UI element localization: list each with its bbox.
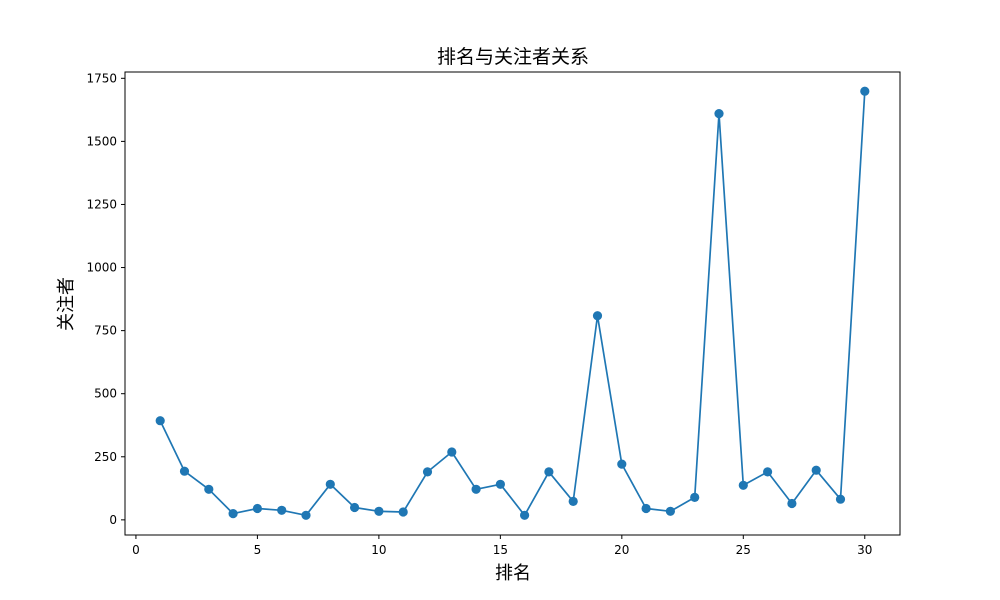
x-axis: 0 5 10 15 20 25 30 <box>132 535 872 557</box>
data-point <box>617 459 627 469</box>
data-point <box>665 506 676 516</box>
y-tick-label: 500 <box>94 387 117 401</box>
data-point <box>277 505 287 515</box>
data-point <box>374 506 384 516</box>
x-tick-label: 10 <box>371 543 386 557</box>
data-point <box>422 467 433 477</box>
y-tick-label: 250 <box>94 450 117 464</box>
data-point <box>471 484 481 494</box>
data-point <box>179 466 190 476</box>
y-tick-label: 1250 <box>86 197 117 211</box>
data-point <box>690 492 700 502</box>
data-point <box>447 447 457 457</box>
data-point <box>204 484 214 494</box>
data-point <box>252 503 262 514</box>
data-point <box>811 465 821 475</box>
data-point <box>520 510 530 520</box>
data-point <box>592 311 603 321</box>
y-tick-label: 1750 <box>86 71 117 85</box>
data-point <box>738 480 748 490</box>
series-line <box>159 91 866 517</box>
data-point <box>787 498 797 509</box>
x-tick-label: 15 <box>493 543 508 557</box>
x-tick-label: 25 <box>736 543 751 557</box>
x-tick-label: 20 <box>614 543 629 557</box>
data-point <box>714 109 724 119</box>
data-point <box>398 507 408 517</box>
chart-title: 排名与关注者关系 <box>437 46 589 68</box>
data-point <box>350 502 360 513</box>
data-point <box>568 496 578 506</box>
data-point <box>763 467 773 477</box>
data-point <box>495 479 505 489</box>
x-axis-label: 排名 <box>495 563 531 584</box>
data-point <box>860 86 870 96</box>
y-tick-label: 1000 <box>86 261 117 275</box>
data-point <box>325 479 335 489</box>
x-tick-label: 5 <box>254 543 262 557</box>
data-point <box>301 510 311 520</box>
series-plot <box>155 86 870 520</box>
y-axis-label: 关注者 <box>56 277 77 331</box>
data-point <box>228 508 238 519</box>
x-tick-label: 0 <box>132 543 140 557</box>
data-point <box>155 416 165 426</box>
y-tick-label: 750 <box>94 324 117 338</box>
data-point <box>544 467 554 477</box>
plot-frame <box>124 71 901 536</box>
y-tick-label: 1500 <box>86 134 117 148</box>
y-tick-label: 0 <box>109 513 117 527</box>
x-tick-label: 30 <box>857 543 872 557</box>
y-axis: 0 250 500 750 1000 1250 1500 1750 <box>86 71 125 527</box>
data-point <box>641 503 651 514</box>
data-point <box>835 494 846 504</box>
